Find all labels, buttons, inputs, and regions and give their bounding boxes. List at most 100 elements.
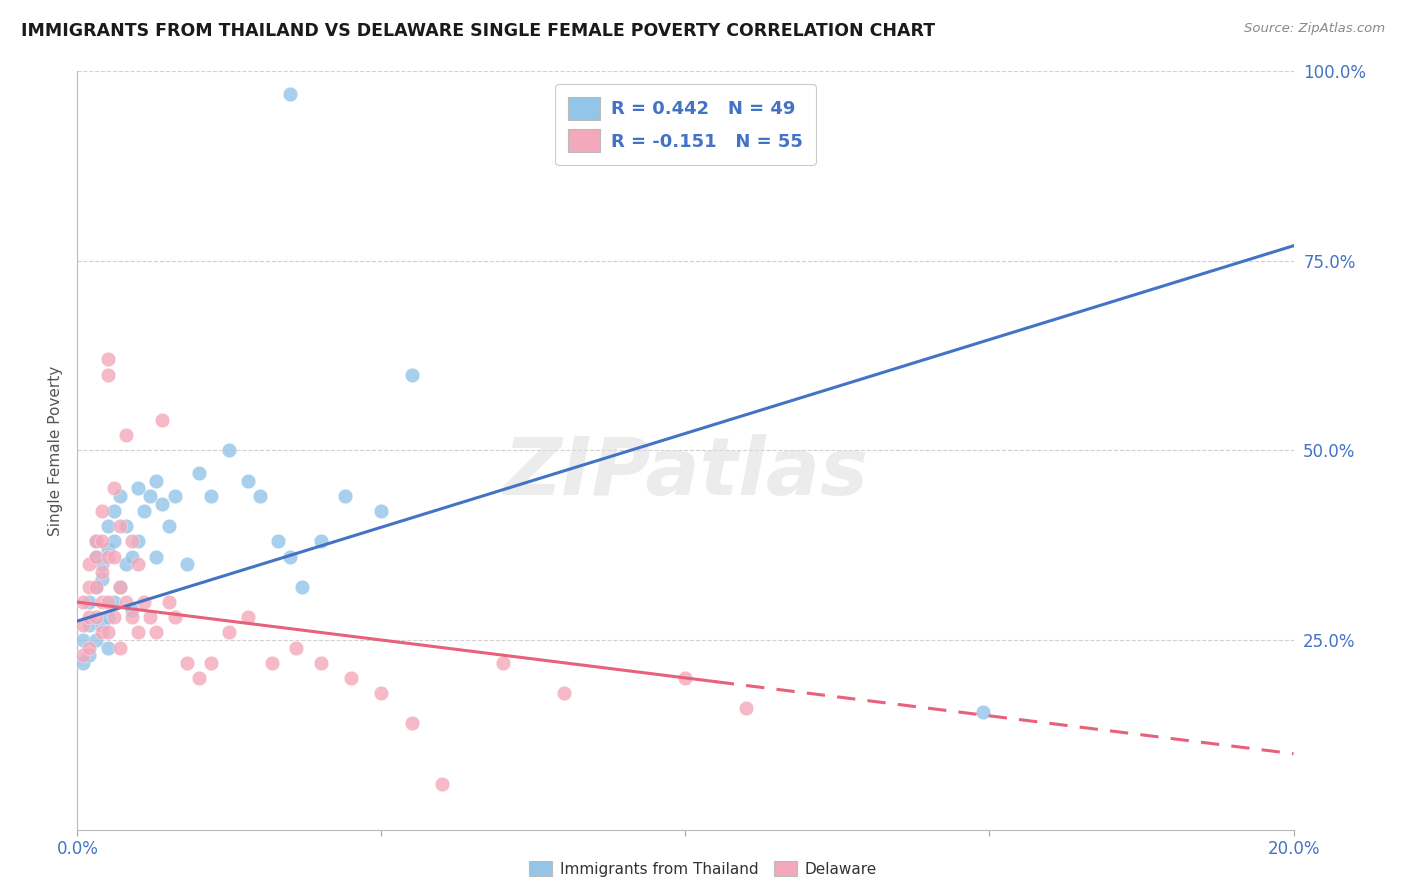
Point [79,640,101,655]
Point [152,496,174,510]
Point [291,580,314,594]
Point [79,610,101,624]
Point [103,549,125,564]
Point [72,633,94,648]
Point [121,549,143,564]
Point [108,489,131,503]
Point [188,671,211,685]
Point [115,557,138,572]
Point [103,504,125,518]
Point [115,595,138,609]
Point [152,413,174,427]
Point [90,557,112,572]
Point [121,610,143,624]
Point [79,557,101,572]
Point [108,580,131,594]
Point [139,489,162,503]
Point [72,595,94,609]
Point [103,482,125,496]
Point [200,656,222,670]
Point [260,656,283,670]
Point [340,671,363,685]
Point [97,549,120,564]
Point [90,534,112,549]
Point [145,549,167,564]
Point [401,368,423,382]
Point [249,489,271,503]
Point [84,549,107,564]
Point [90,504,112,518]
Text: ZIPatlas: ZIPatlas [503,434,868,512]
Point [79,595,101,609]
Point [84,534,107,549]
Point [163,489,186,503]
Legend: R = 0.442   N = 49, R = -0.151   N = 55: R = 0.442 N = 49, R = -0.151 N = 55 [555,84,815,165]
Point [72,656,94,670]
Point [127,557,149,572]
Point [97,352,120,367]
Point [72,617,94,632]
Point [72,648,94,662]
Point [218,443,240,458]
Point [285,640,308,655]
Point [97,368,120,382]
Point [97,519,120,533]
Point [492,656,515,670]
Point [97,610,120,624]
Point [145,625,167,640]
Point [236,474,259,488]
Point [188,467,211,481]
Point [145,474,167,488]
Point [103,610,125,624]
Point [236,610,259,624]
Point [553,686,575,700]
Point [115,428,138,442]
Point [333,489,356,503]
Point [90,617,112,632]
Point [735,701,758,715]
Point [115,519,138,533]
Point [134,504,156,518]
Point [79,648,101,662]
Point [79,580,101,594]
Y-axis label: Single Female Poverty: Single Female Poverty [48,366,63,535]
Point [278,549,301,564]
Point [84,610,107,624]
Point [176,656,198,670]
Point [370,686,392,700]
Point [121,534,143,549]
Legend: Immigrants from Thailand, Delaware: Immigrants from Thailand, Delaware [522,853,884,884]
Point [278,87,301,102]
Point [267,534,290,549]
Point [200,489,222,503]
Point [157,595,180,609]
Point [139,610,162,624]
Point [309,656,332,670]
Point [97,595,120,609]
Point [84,580,107,594]
Point [675,671,697,685]
Point [176,557,198,572]
Point [108,519,131,533]
Point [108,640,131,655]
Point [127,482,149,496]
Point [79,617,101,632]
Point [103,534,125,549]
Point [97,542,120,557]
Point [84,633,107,648]
Point [430,777,453,791]
Point [84,549,107,564]
Point [90,573,112,587]
Text: IMMIGRANTS FROM THAILAND VS DELAWARE SINGLE FEMALE POVERTY CORRELATION CHART: IMMIGRANTS FROM THAILAND VS DELAWARE SIN… [21,22,935,40]
Point [127,625,149,640]
Point [157,519,180,533]
Point [401,716,423,731]
Point [90,565,112,579]
Point [309,534,332,549]
Point [972,705,994,719]
Point [97,625,120,640]
Point [218,625,240,640]
Point [127,534,149,549]
Text: Source: ZipAtlas.com: Source: ZipAtlas.com [1244,22,1385,36]
Point [163,610,186,624]
